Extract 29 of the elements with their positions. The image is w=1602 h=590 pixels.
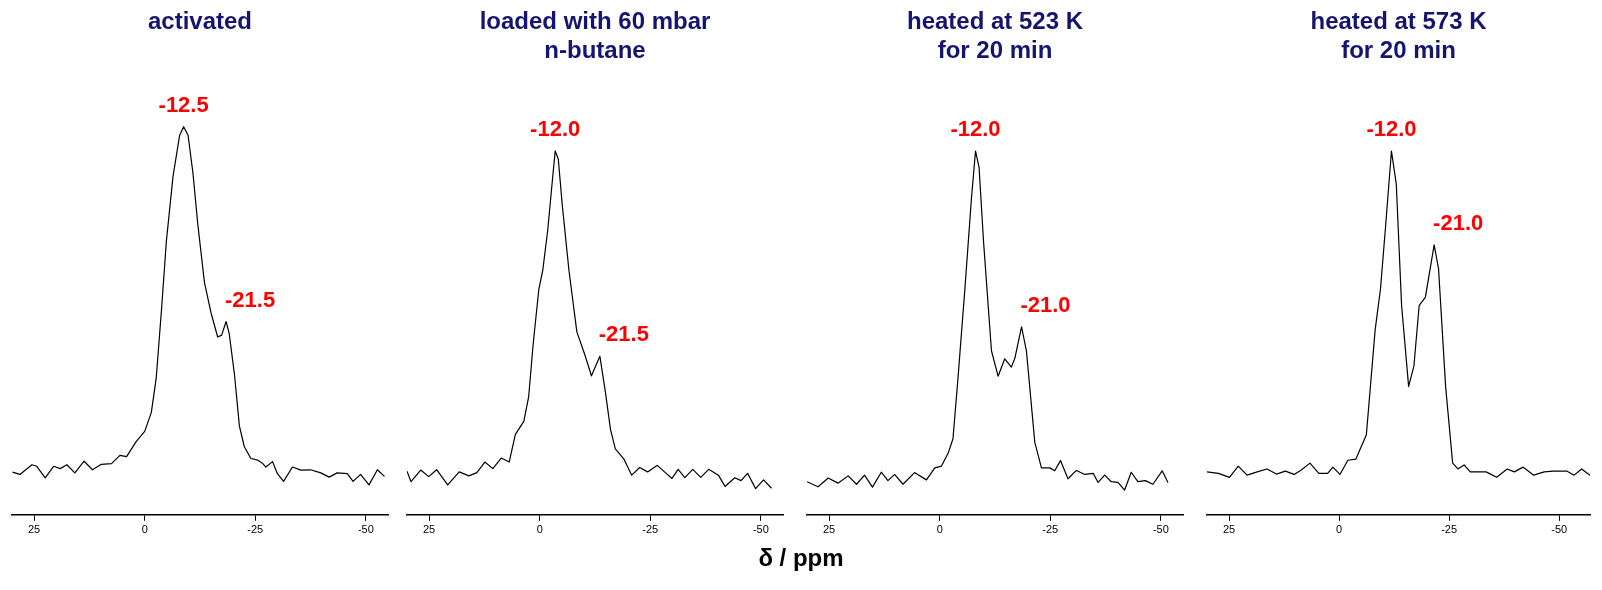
annotation: -12.0: [950, 116, 1001, 142]
chart-title: heated at 573 K for 20 min: [1310, 7, 1488, 63]
x-tick-label: 25: [822, 523, 836, 536]
x-tick-label: -50: [357, 523, 374, 536]
x-tick-label: 25: [1222, 523, 1236, 536]
x-tick-label: 0: [141, 523, 148, 536]
x-tick-label: -25: [642, 523, 659, 536]
annotation: -12.0: [1366, 116, 1417, 142]
x-tick-label: 0: [1336, 523, 1343, 536]
chart-title: loaded with 60 mbar n-butane: [479, 7, 711, 63]
chart-title: heated at 523 K for 20 min: [906, 7, 1084, 63]
x-tick-label: -25: [1042, 523, 1059, 536]
x-tick-label: 0: [936, 523, 943, 536]
annotation: -21.5: [225, 286, 276, 312]
x-tick-label: -50: [752, 523, 769, 536]
x-tick-label: 25: [27, 523, 41, 536]
x-tick-label: 0: [536, 523, 543, 536]
x-tick-label: -25: [247, 523, 264, 536]
x-tick-label: -50: [1551, 523, 1568, 536]
annotation: -21.0: [1020, 291, 1071, 317]
annotation: -12.0: [530, 116, 581, 142]
x-tick-label: 25: [422, 523, 436, 536]
x-axis-title: δ / ppm: [757, 544, 845, 572]
annotation: -21.5: [598, 321, 649, 347]
annotation: -12.5: [158, 91, 209, 117]
x-tick-label: -25: [1441, 523, 1458, 536]
x-tick-label: -50: [1152, 523, 1169, 536]
chart-title: activated: [147, 7, 253, 35]
annotation: -21.0: [1433, 209, 1484, 235]
